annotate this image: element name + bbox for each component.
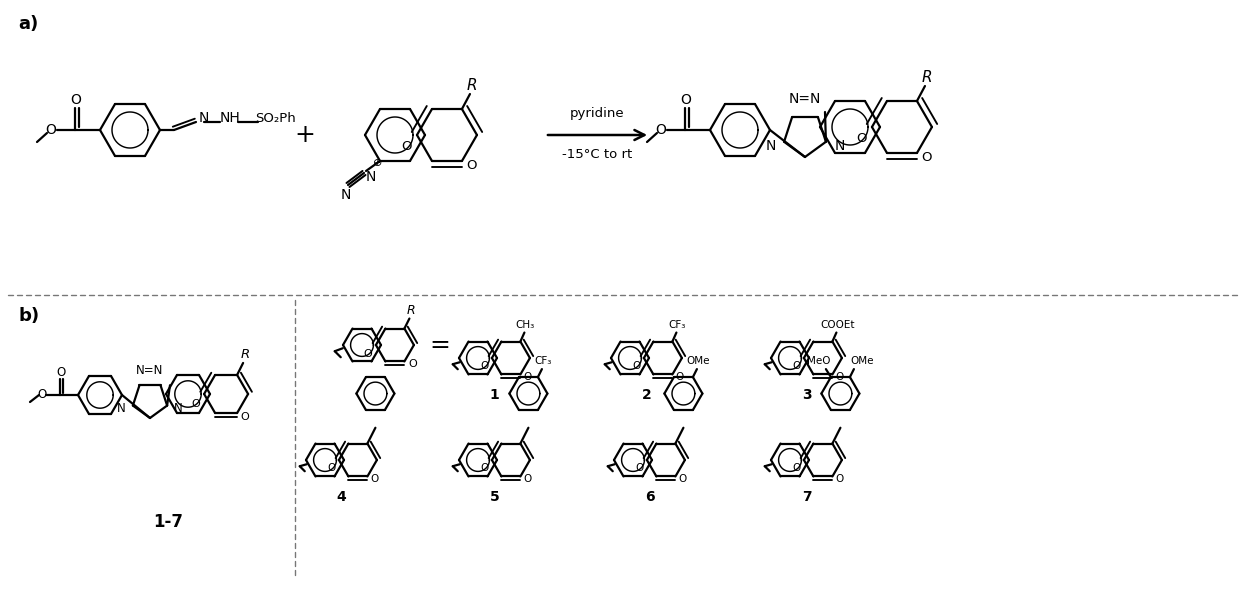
Text: NH: NH bbox=[219, 111, 241, 125]
Text: R: R bbox=[241, 349, 249, 362]
Text: OMe: OMe bbox=[851, 356, 874, 366]
Text: N: N bbox=[341, 188, 351, 202]
Text: O: O bbox=[71, 93, 82, 107]
Text: CF₃: CF₃ bbox=[668, 320, 686, 330]
Text: 3: 3 bbox=[801, 388, 811, 402]
Text: MeO: MeO bbox=[807, 356, 831, 366]
Text: O: O bbox=[408, 359, 417, 369]
Text: O: O bbox=[792, 361, 801, 371]
Text: O: O bbox=[636, 463, 644, 473]
Text: OMe: OMe bbox=[686, 356, 709, 366]
Text: N: N bbox=[198, 111, 210, 125]
Text: O: O bbox=[523, 372, 532, 382]
Text: O: O bbox=[676, 372, 683, 382]
Text: N: N bbox=[175, 402, 184, 415]
Text: ⊕: ⊕ bbox=[373, 158, 383, 168]
Text: O: O bbox=[681, 93, 692, 107]
Text: O: O bbox=[327, 463, 336, 473]
Text: N: N bbox=[366, 170, 376, 184]
Text: R: R bbox=[407, 304, 415, 317]
Text: pyridine: pyridine bbox=[570, 107, 625, 120]
Text: 1: 1 bbox=[490, 388, 500, 402]
Text: O: O bbox=[857, 133, 867, 146]
Text: SO₂Ph: SO₂Ph bbox=[254, 112, 295, 124]
Text: N: N bbox=[117, 402, 125, 415]
Text: O: O bbox=[836, 474, 843, 484]
Text: -15°C to rt: -15°C to rt bbox=[563, 149, 632, 162]
Text: O: O bbox=[46, 123, 57, 137]
Text: +: + bbox=[295, 123, 315, 147]
Text: N: N bbox=[765, 139, 776, 152]
Text: COOEt: COOEt bbox=[820, 320, 854, 330]
Text: O: O bbox=[921, 152, 932, 165]
Text: CF₃: CF₃ bbox=[534, 356, 552, 366]
Text: O: O bbox=[523, 474, 532, 484]
Text: 7: 7 bbox=[801, 490, 811, 504]
Text: a): a) bbox=[19, 15, 38, 33]
Text: O: O bbox=[192, 399, 201, 409]
Text: O: O bbox=[371, 474, 378, 484]
Text: O: O bbox=[56, 365, 66, 379]
Text: R: R bbox=[466, 77, 477, 93]
Text: O: O bbox=[481, 361, 489, 371]
Text: O: O bbox=[241, 412, 249, 422]
Text: =: = bbox=[429, 333, 450, 357]
Text: O: O bbox=[632, 361, 641, 371]
Text: O: O bbox=[37, 388, 47, 402]
Text: O: O bbox=[792, 463, 801, 473]
Text: 5: 5 bbox=[490, 490, 500, 504]
Text: O: O bbox=[656, 123, 666, 137]
Text: 1-7: 1-7 bbox=[153, 513, 184, 531]
Text: N: N bbox=[835, 139, 844, 152]
Text: 4: 4 bbox=[336, 490, 346, 504]
Text: O: O bbox=[402, 140, 412, 153]
Text: b): b) bbox=[19, 307, 40, 325]
Text: O: O bbox=[678, 474, 687, 484]
Text: CH₃: CH₃ bbox=[516, 320, 534, 330]
Text: 2: 2 bbox=[641, 388, 651, 402]
Text: O: O bbox=[481, 463, 489, 473]
Text: 6: 6 bbox=[645, 490, 655, 504]
Text: R: R bbox=[921, 70, 932, 84]
Text: N=N: N=N bbox=[136, 363, 164, 376]
Text: O: O bbox=[363, 349, 372, 359]
Text: O: O bbox=[836, 372, 843, 382]
Text: O: O bbox=[466, 159, 477, 172]
Text: N=N: N=N bbox=[789, 92, 821, 106]
